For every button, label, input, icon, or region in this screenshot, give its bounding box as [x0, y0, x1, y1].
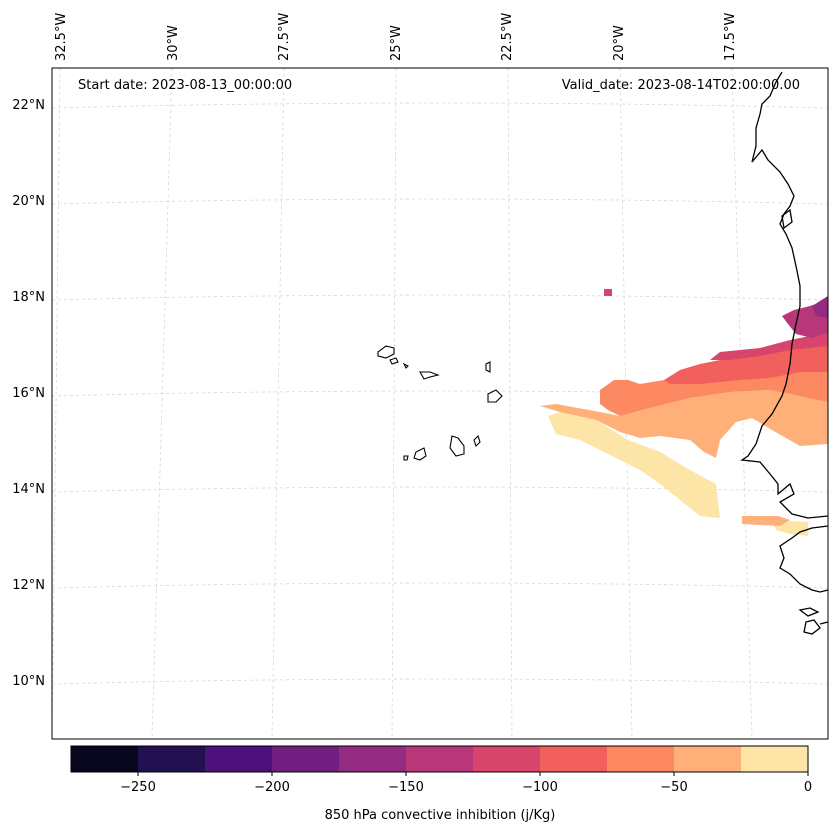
colorbar: [70, 745, 809, 776]
valid-date-label: Valid_date: 2023-08-14T02:00:00.00: [561, 78, 800, 93]
cin-band-75: [664, 342, 828, 384]
lon-gridlines: [51, 67, 753, 740]
lon-label: 22.5°W: [500, 12, 515, 61]
lon-label: 30°W: [166, 25, 181, 61]
lat-label: 10°N: [12, 674, 45, 689]
colorbar-tick-label: 0: [803, 780, 813, 795]
lon-label: 25°W: [389, 25, 404, 61]
lat-label: 14°N: [12, 482, 45, 497]
lon-label: 17.5°W: [723, 12, 738, 61]
colorbar-segment: [71, 746, 139, 772]
colorbar-segment: [741, 746, 809, 772]
cin-band-150: [812, 296, 828, 318]
lat-gridlines: [51, 102, 829, 685]
african-coastline: [740, 71, 829, 635]
colorbar-segment: [272, 746, 340, 772]
colorbar-segment: [540, 746, 608, 772]
start-date-label: Start date: 2023-08-13_00:00:00: [78, 78, 293, 93]
colorbar-segment: [406, 746, 474, 772]
lon-label: 20°W: [612, 25, 627, 61]
colorbar-title: 850 hPa convective inhibition (j/Kg): [324, 808, 556, 823]
colorbar-segment: [205, 746, 273, 772]
colorbar-border: [70, 745, 809, 773]
map-plot-area: [51, 67, 829, 740]
lat-label: 20°N: [12, 194, 45, 209]
cin-band-25-b: [742, 516, 790, 526]
colorbar-tick-label: −250: [120, 780, 156, 795]
colorbar-segment: [339, 746, 407, 772]
cin-band-25: [540, 390, 828, 458]
colorbar-segment: [473, 746, 541, 772]
lat-label: 18°N: [12, 290, 45, 305]
cin-band-100: [710, 330, 828, 360]
colorbar-segment: [607, 746, 675, 772]
lat-label: 16°N: [12, 386, 45, 401]
colorbar-tick-label: −150: [388, 780, 424, 795]
cape-verde-islands: [377, 345, 503, 461]
lat-label: 12°N: [12, 578, 45, 593]
colorbar-segment: [138, 746, 206, 772]
colorbar-tick-label: −50: [660, 780, 688, 795]
lat-label: 22°N: [12, 98, 45, 113]
colorbar-segment: [674, 746, 742, 772]
cin-contours: [540, 289, 828, 536]
colorbar-tick-label: −200: [254, 780, 290, 795]
cin-band-0: [548, 412, 720, 518]
colorbar-tick-label: −100: [522, 780, 558, 795]
lon-label: 27.5°W: [277, 12, 292, 61]
lon-label: 32.5°W: [54, 12, 69, 61]
cin-isolated-cell: [604, 289, 612, 296]
